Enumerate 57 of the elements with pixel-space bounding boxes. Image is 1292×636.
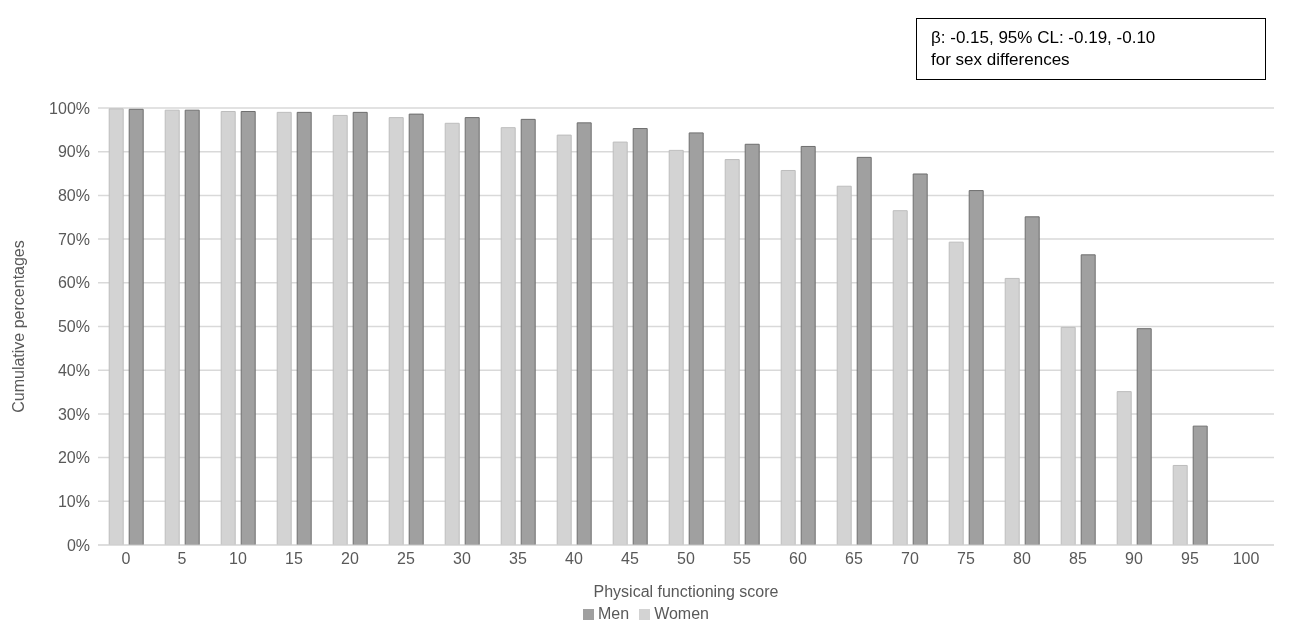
- y-tick-label: 20%: [57, 449, 90, 467]
- bar: [856, 156, 872, 545]
- x-tick-label: 50: [677, 550, 695, 568]
- y-tick-label: 40%: [57, 361, 90, 379]
- x-tick-label: 95: [1181, 550, 1199, 568]
- bar: [296, 111, 312, 545]
- bar: [128, 108, 144, 545]
- x-tick-label: 60: [789, 550, 807, 568]
- x-tick-label: 80: [1013, 550, 1031, 568]
- bar: [968, 190, 984, 545]
- bar: [352, 111, 368, 545]
- y-tick-label: 30%: [57, 405, 90, 423]
- y-axis-title: Cumulative percentages: [9, 240, 27, 413]
- x-tick-label: 75: [957, 550, 975, 568]
- x-tick-label: 40: [565, 550, 583, 568]
- text: β: -0.15, 95% CL: -0.19, -0.10 for sex differences: [916, 18, 1266, 80]
- y-tick-label: 80%: [57, 187, 90, 205]
- bar: [744, 143, 760, 545]
- x-tick-label: 30: [453, 550, 471, 568]
- x-tick-label: 20: [341, 550, 359, 568]
- legend-label: Women: [654, 605, 709, 622]
- bar: [240, 111, 256, 545]
- x-tick-label: 25: [397, 550, 415, 568]
- y-tick-label: 70%: [57, 230, 90, 248]
- x-tick-label: 0: [121, 550, 131, 568]
- bar: [520, 118, 536, 545]
- x-axis-title: Physical functioning score: [593, 583, 779, 600]
- x-tick-label: 65: [845, 550, 863, 568]
- bar: [464, 117, 480, 545]
- bar: [688, 132, 704, 545]
- bar: [1024, 216, 1040, 545]
- x-tick-label: 90: [1125, 550, 1143, 568]
- y-tick-label: 50%: [57, 318, 90, 336]
- x-tick-label: 70: [901, 550, 919, 568]
- y-tick-label: 100%: [49, 99, 90, 117]
- x-tick-label: 10: [229, 550, 247, 568]
- bar: [184, 109, 200, 545]
- bar: [1192, 425, 1208, 545]
- x-tick-label: 45: [621, 550, 639, 568]
- bar: [1136, 328, 1152, 545]
- x-tick-label: 5: [177, 550, 187, 568]
- x-tick-label: 15: [285, 550, 303, 568]
- x-tick-label: 85: [1069, 550, 1087, 568]
- x-tick-label: 55: [733, 550, 751, 568]
- bar: [576, 122, 592, 545]
- x-tick-label: 100: [1232, 550, 1260, 568]
- y-tick-label: 90%: [57, 143, 90, 161]
- x-tick-label: 35: [509, 550, 527, 568]
- bar: [632, 128, 648, 545]
- bar: [1080, 254, 1096, 545]
- y-tick-label: 0%: [66, 536, 90, 554]
- bar: [800, 145, 816, 545]
- bar: [408, 113, 424, 545]
- legend-label: Men: [598, 605, 630, 622]
- y-tick-label: 10%: [57, 492, 90, 510]
- y-tick-label: 60%: [57, 274, 90, 292]
- bar: [912, 173, 928, 545]
